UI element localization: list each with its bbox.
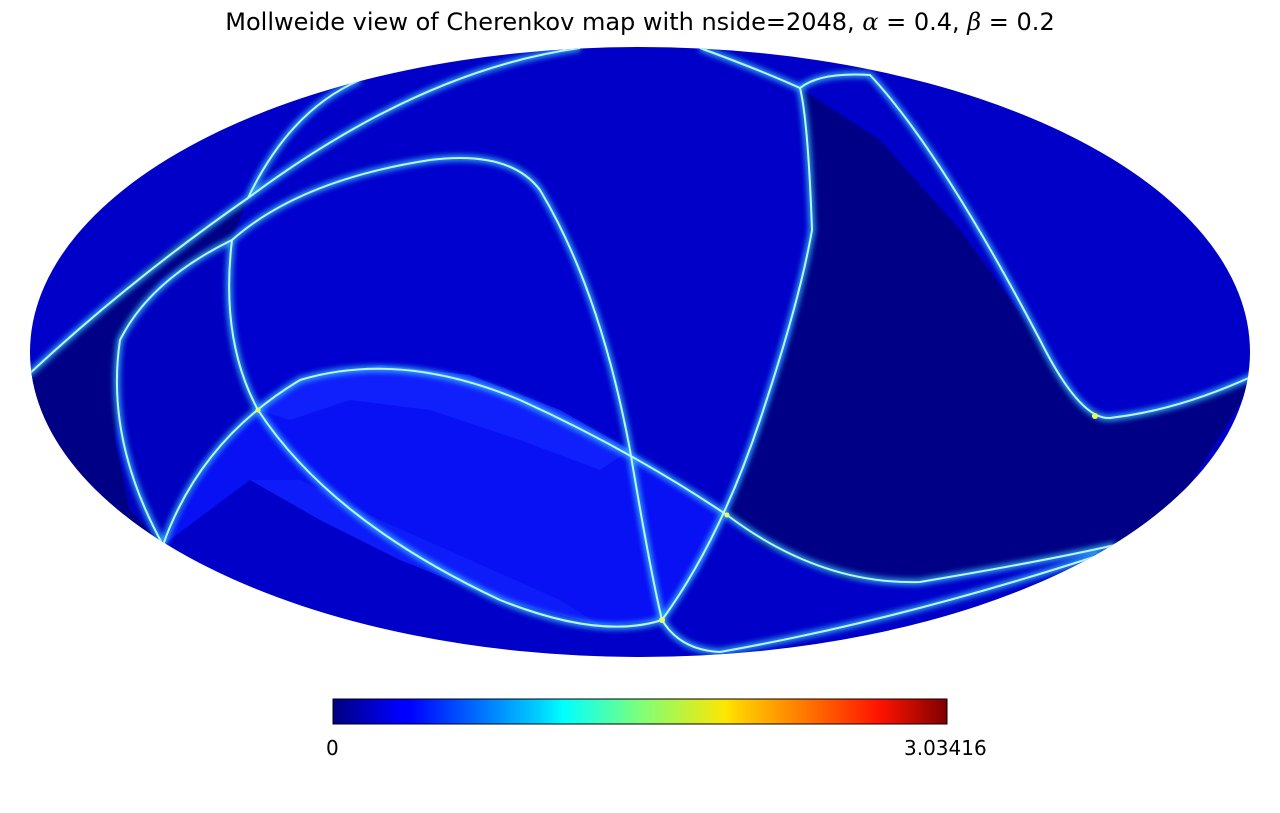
colorbar: [332, 698, 948, 725]
dark-region-right: [727, 88, 1250, 582]
bright-lens-lower-highlight: [250, 480, 600, 625]
hotspot-2: [255, 407, 261, 413]
ring-edges: [30, 47, 1250, 654]
hotspot-4: [724, 512, 730, 518]
ring-edge-3: [231, 157, 663, 621]
bright-lens-highlight: [258, 365, 630, 470]
hotspot-3: [659, 617, 665, 623]
hotspot-5: [1092, 413, 1098, 419]
ring-edge-1: [30, 47, 581, 376]
ring-edge-6: [162, 367, 1116, 584]
region-left-lobe: [115, 240, 258, 545]
ring-hotspots: [160, 407, 1098, 623]
ring-edge-5: [115, 239, 233, 546]
ring-edge-2: [247, 79, 361, 199]
dark-region-left: [30, 198, 248, 545]
ring-edge-9: [661, 554, 1101, 654]
region-lower-band: [662, 515, 1115, 655]
chart-title: Mollweide view of Cherenkov map with nsi…: [225, 8, 1055, 36]
hotspot-1: [160, 542, 166, 548]
region-upper-middle: [232, 160, 630, 450]
colorbar-min-label: 0: [326, 736, 339, 760]
colorbar-max-label: 3.03416: [904, 736, 987, 760]
ring-edge-8: [699, 47, 801, 89]
ring-edge-7: [799, 73, 1250, 420]
